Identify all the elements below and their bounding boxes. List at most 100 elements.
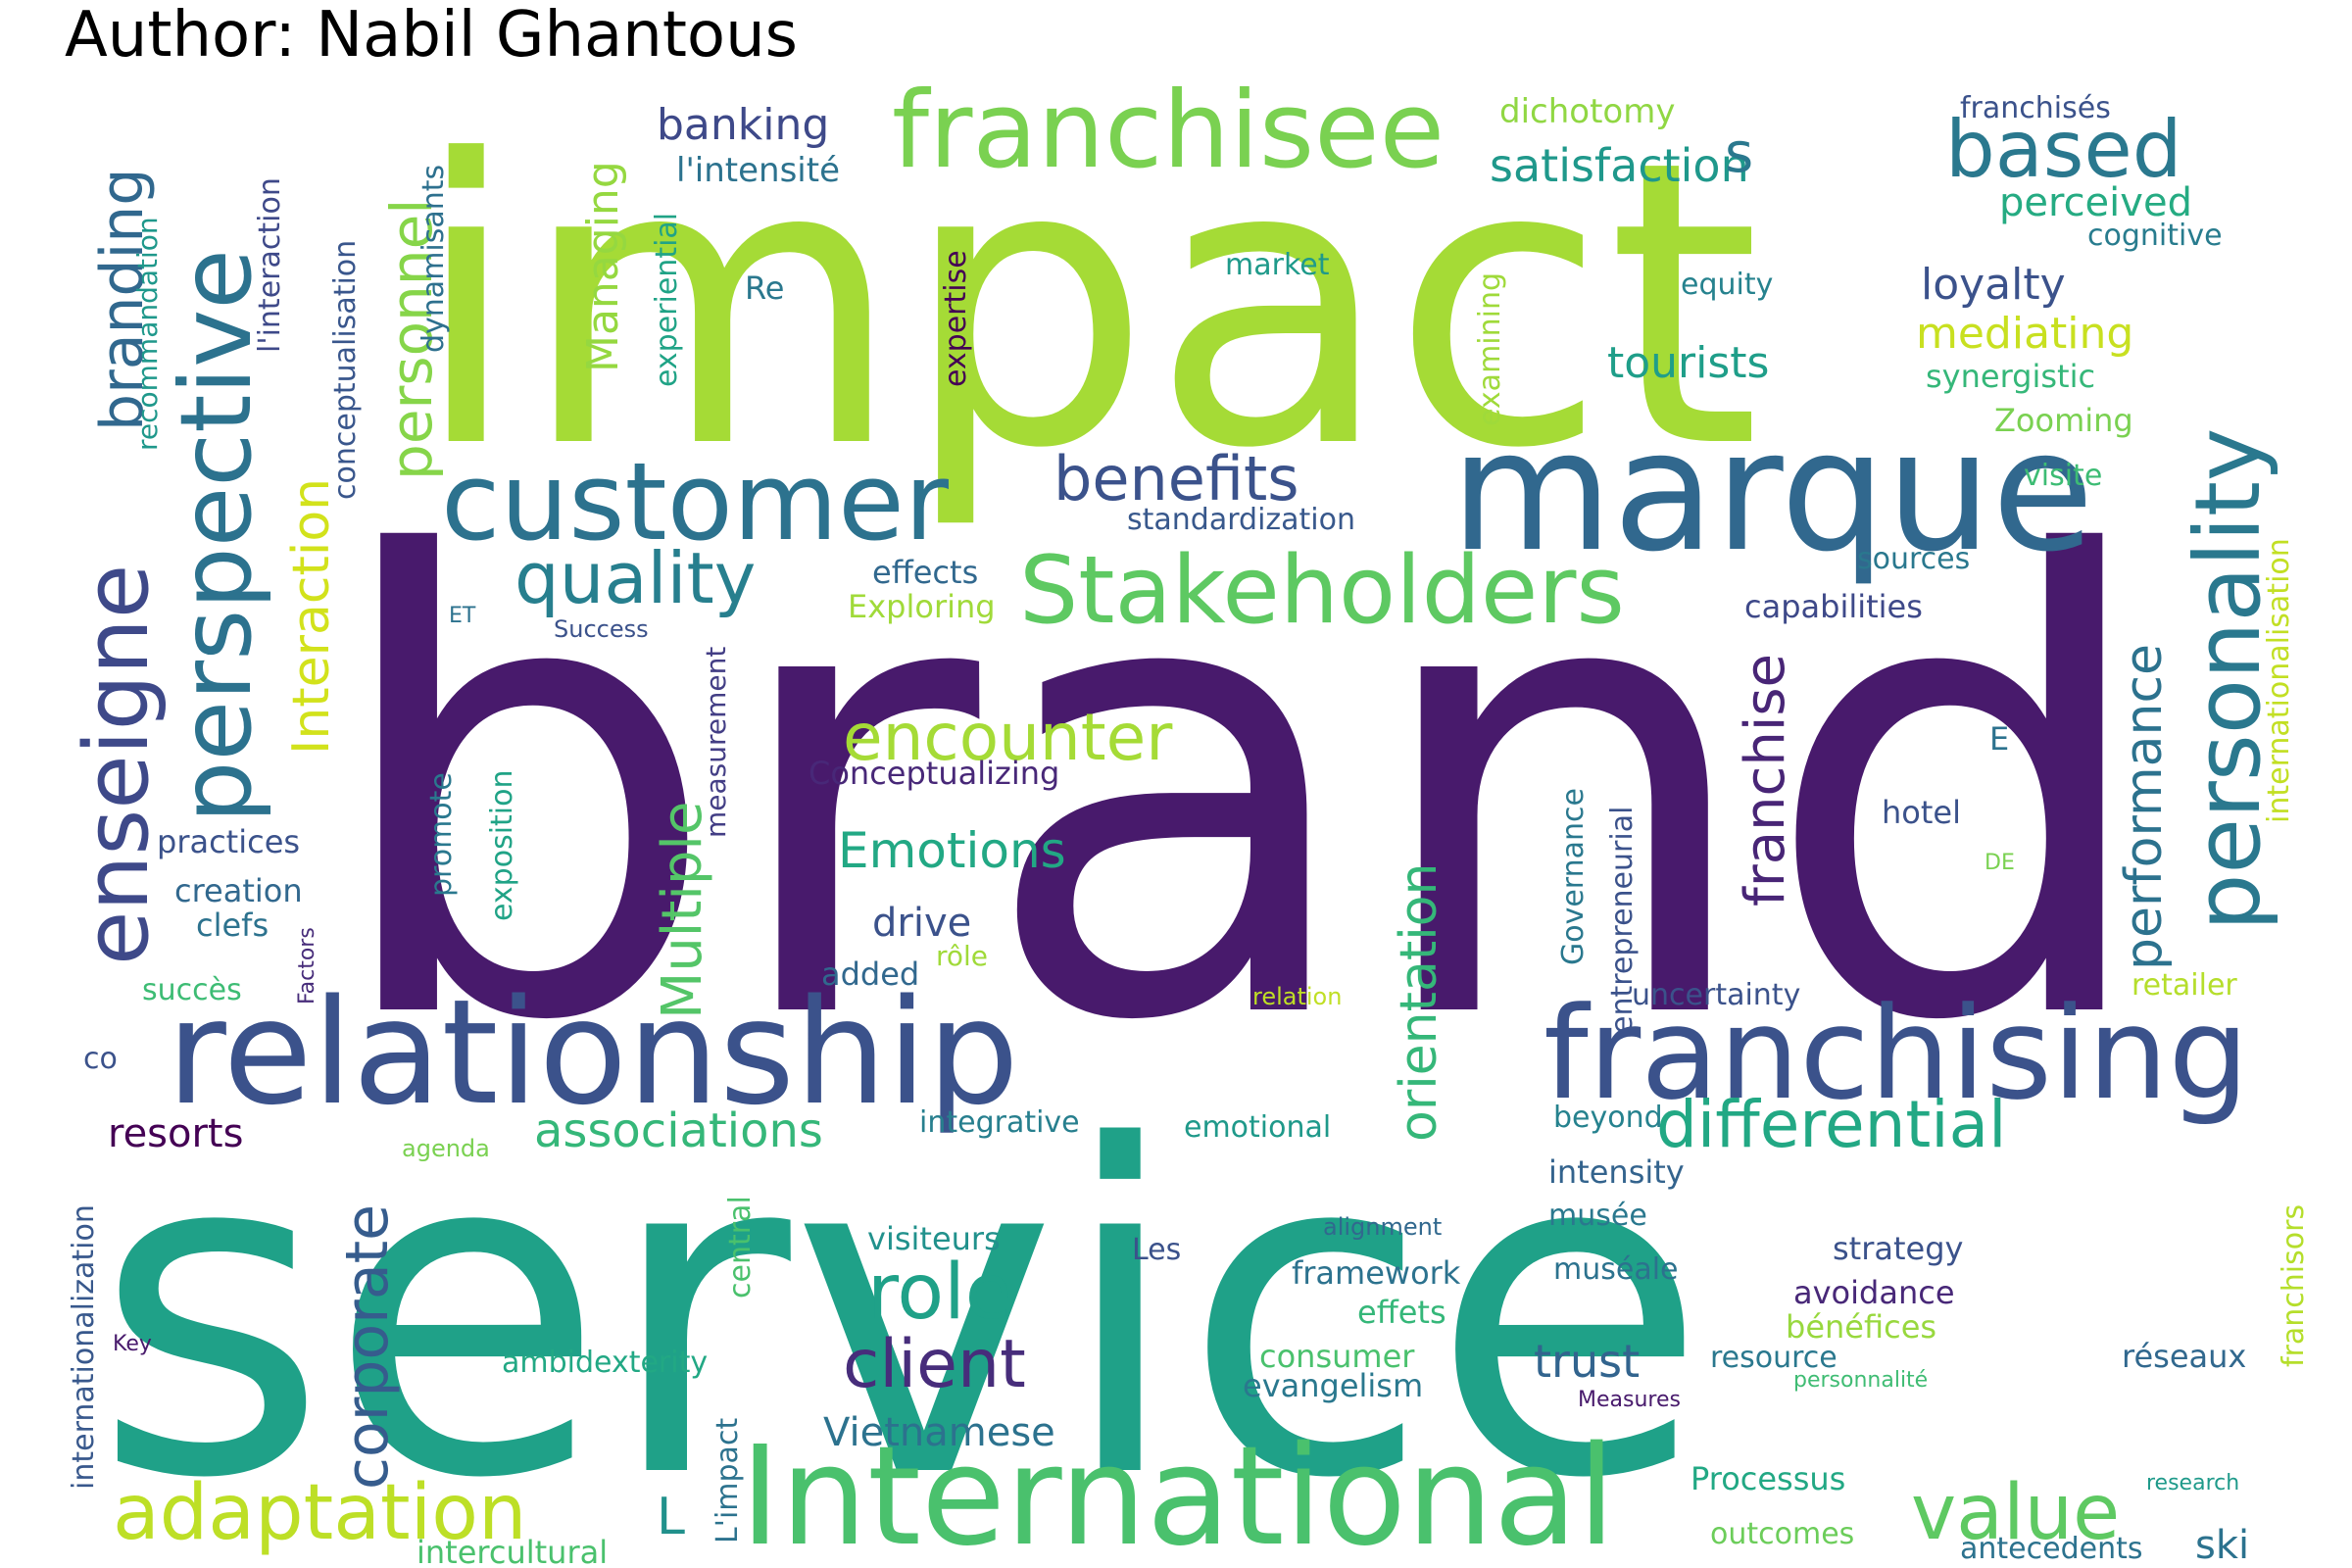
- cloud-word: standardization: [1127, 503, 1355, 537]
- cloud-word: Emotions: [838, 822, 1066, 879]
- cloud-word: beyond: [1553, 1101, 1663, 1135]
- cloud-word: s: [1725, 122, 1753, 185]
- cloud-word: Success: [554, 615, 649, 643]
- cloud-word: Governance: [1556, 788, 1591, 965]
- cloud-word: brand: [323, 427, 2159, 1157]
- cloud-word: client: [843, 1326, 1026, 1403]
- cloud-word: associations: [534, 1103, 823, 1158]
- cloud-word: ski: [2195, 1523, 2249, 1568]
- cloud-word: recommandation: [131, 217, 164, 451]
- cloud-word: réseaux: [2122, 1338, 2246, 1375]
- cloud-word: emotional: [1184, 1110, 1331, 1145]
- cloud-word: conceptualisation: [328, 240, 363, 500]
- cloud-word: clefs: [196, 906, 269, 944]
- cloud-word: E: [1989, 720, 2009, 758]
- cloud-word: Exploring: [848, 588, 996, 625]
- cloud-word: antecedents: [1960, 1532, 2142, 1566]
- cloud-word: exposition: [485, 769, 519, 921]
- cloud-word: relation: [1252, 983, 1342, 1010]
- cloud-word: l'intensité: [676, 151, 840, 190]
- cloud-word: quality: [514, 537, 756, 619]
- cloud-word: co: [83, 1042, 118, 1076]
- cloud-word: Vietnamese: [823, 1410, 1055, 1455]
- cloud-word: internationalization: [67, 1204, 101, 1490]
- cloud-word: expertise: [939, 250, 973, 387]
- cloud-word: visiteurs: [867, 1220, 1001, 1257]
- cloud-word: intercultural: [416, 1534, 608, 1568]
- cloud-word: value: [1911, 1469, 2120, 1557]
- cloud-word: intensity: [1548, 1153, 1685, 1191]
- cloud-word: rôle: [936, 940, 988, 972]
- cloud-word: sources: [1857, 542, 1970, 576]
- cloud-word: adaptation: [113, 1469, 526, 1557]
- cloud-word: alignment: [1323, 1213, 1442, 1241]
- cloud-word: mediating: [1916, 309, 2133, 359]
- cloud-word: entrepreneurial: [1605, 807, 1640, 1034]
- cloud-word: effets: [1357, 1294, 1446, 1331]
- cloud-word: DE: [1984, 851, 2015, 875]
- cloud-word: based: [1945, 104, 2181, 195]
- cloud-word: Zooming: [1994, 402, 2133, 439]
- cloud-word: internationalisation: [2262, 538, 2296, 823]
- cloud-word: personality: [2176, 428, 2280, 931]
- cloud-word: Conceptualizing: [808, 755, 1059, 792]
- cloud-word: effects: [872, 554, 978, 591]
- cloud-word: Processus: [1690, 1460, 1845, 1497]
- cloud-word: L: [657, 1488, 685, 1546]
- cloud-word: marque: [1450, 395, 2094, 589]
- cloud-word: market: [1225, 248, 1330, 282]
- cloud-word: role: [867, 1249, 1012, 1337]
- cloud-word: tourists: [1607, 338, 1769, 388]
- cloud-word: Re: [745, 270, 784, 307]
- cloud-word: dichotomy: [1499, 92, 1675, 131]
- cloud-word: Les: [1132, 1233, 1181, 1267]
- cloud-word: l'interaction: [253, 177, 287, 353]
- cloud-word: enseigne: [66, 564, 169, 965]
- cloud-word: measurement: [700, 647, 732, 838]
- cloud-word: experiential: [650, 213, 684, 387]
- cloud-word: relationship: [167, 968, 1019, 1137]
- cloud-word: satisfaction: [1490, 139, 1749, 192]
- cloud-word: Multiple: [651, 802, 714, 1019]
- cloud-word: impact: [412, 78, 1761, 534]
- cloud-word: synergistic: [1926, 358, 2095, 395]
- cloud-word: promote: [424, 772, 459, 897]
- cloud-word: differential: [1656, 1087, 2006, 1162]
- cloud-word: muséale: [1553, 1252, 1679, 1287]
- cloud-word: franchise: [1734, 654, 1797, 906]
- cloud-word: examining: [1473, 272, 1507, 426]
- cloud-word: Factors: [295, 927, 319, 1004]
- cloud-word: loyalty: [1921, 260, 2066, 310]
- cloud-word: personnel: [378, 199, 445, 480]
- cloud-word: Key: [113, 1332, 152, 1356]
- cloud-word: trust: [1534, 1335, 1640, 1388]
- cloud-word: perceived: [1999, 180, 2192, 225]
- cloud-word: evangelism: [1243, 1367, 1423, 1404]
- cloud-word: personnalité: [1793, 1368, 1928, 1393]
- cloud-word: cognitive: [2087, 219, 2223, 253]
- cloud-word: L'impact: [710, 1418, 745, 1544]
- cloud-word: outcomes: [1710, 1517, 1854, 1551]
- cloud-word: research: [2146, 1471, 2239, 1495]
- cloud-word: Managing: [578, 161, 628, 372]
- cloud-word: bénéfices: [1786, 1308, 1936, 1346]
- cloud-word: ET: [449, 604, 476, 628]
- cloud-word: franchising: [1544, 979, 2249, 1128]
- cloud-word: drive: [872, 901, 971, 946]
- cloud-word: branding: [88, 169, 157, 431]
- cloud-word: consumer: [1259, 1338, 1415, 1375]
- cloud-word: performance: [2115, 644, 2174, 970]
- cloud-word: musée: [1548, 1199, 1647, 1233]
- cloud-word: retailer: [2132, 968, 2237, 1003]
- cloud-word: resource: [1710, 1341, 1838, 1375]
- cloud-word: dynamisants: [416, 165, 451, 353]
- cloud-word: resorts: [108, 1111, 243, 1156]
- cloud-word: strategy: [1833, 1230, 1963, 1267]
- cloud-word: franchisés: [1960, 91, 2111, 125]
- cloud-word: franchisee: [892, 70, 1445, 192]
- cloud-word: orientation: [1390, 863, 1448, 1142]
- cloud-word: equity: [1681, 268, 1773, 302]
- cloud-word: ambidexterity: [502, 1346, 708, 1380]
- cloud-word: service: [93, 1053, 1708, 1568]
